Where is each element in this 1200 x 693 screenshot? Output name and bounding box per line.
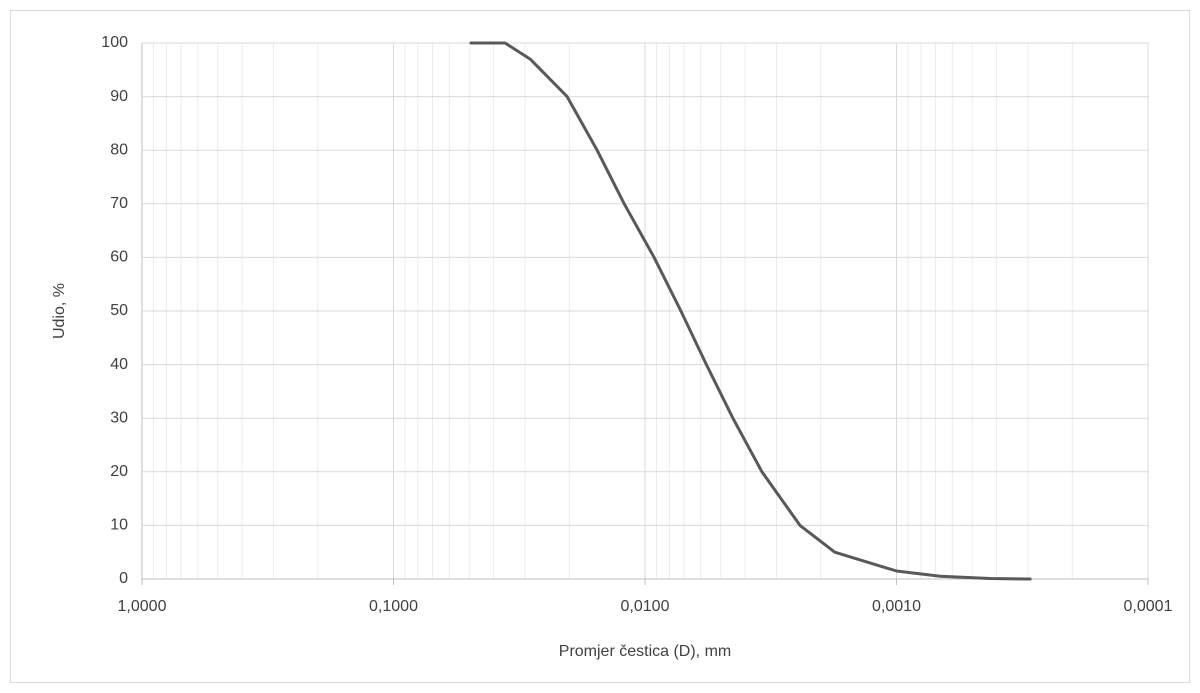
y-tick-label: 60 bbox=[110, 249, 128, 266]
y-tick-label: 20 bbox=[110, 463, 128, 480]
y-axis-title: Udio, % bbox=[51, 283, 68, 339]
y-tick-label: 70 bbox=[110, 195, 128, 212]
data-line bbox=[469, 41, 1032, 581]
y-tick-label: 10 bbox=[110, 517, 128, 534]
x-tick-label: 0,1000 bbox=[369, 598, 418, 615]
chart-border bbox=[10, 10, 1190, 683]
x-tick-label: 0,0010 bbox=[872, 598, 921, 615]
y-tick-label: 30 bbox=[110, 409, 128, 426]
x-tick-label: 0,0100 bbox=[621, 598, 670, 615]
x-axis-title: Promjer čestica (D), mm bbox=[559, 643, 731, 660]
x-tick-label: 0,0001 bbox=[1124, 598, 1173, 615]
y-tick-label: 100 bbox=[101, 34, 128, 51]
y-tick-label: 90 bbox=[110, 88, 128, 105]
y-tick-label: 0 bbox=[119, 570, 128, 587]
y-tick-label: 40 bbox=[110, 356, 128, 373]
y-tick-label: 50 bbox=[110, 302, 128, 319]
y-tick-label: 80 bbox=[110, 141, 128, 158]
x-tick-label: 1,0000 bbox=[118, 598, 167, 615]
